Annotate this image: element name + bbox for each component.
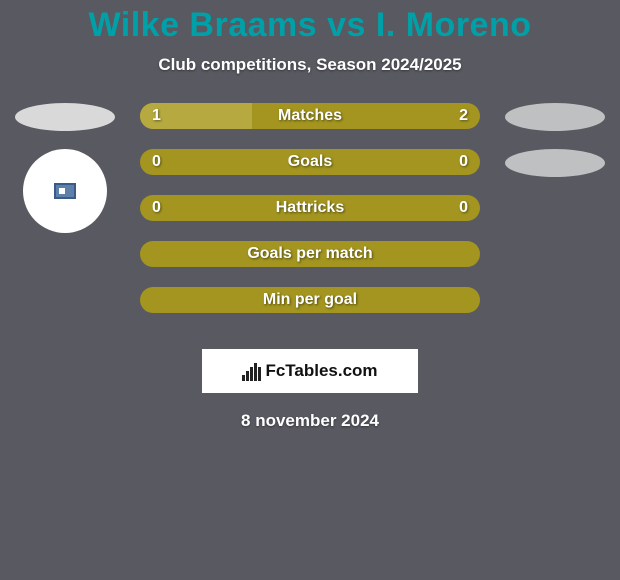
date-label: 8 november 2024	[0, 411, 620, 431]
stat-row: 00Goals	[140, 149, 480, 175]
player-left-col	[10, 103, 120, 249]
stat-label: Min per goal	[140, 291, 480, 309]
stat-label: Hattricks	[140, 199, 480, 217]
player-right-badge-2	[505, 149, 605, 177]
player-left-badge	[15, 103, 115, 131]
player-left-silhouette	[15, 149, 115, 249]
content-area: 12Matches 00Goals 00Hattricks Goals per mat…	[0, 103, 620, 343]
stat-label: Goals per match	[140, 245, 480, 263]
stat-label: Goals	[140, 153, 480, 171]
comparison-card: Wilke Braams vs I. Moreno Club competiti…	[0, 0, 620, 440]
player-right-col	[500, 103, 610, 195]
page-title: Wilke Braams vs I. Moreno	[0, 0, 620, 45]
stat-row: 12Matches	[140, 103, 480, 129]
stat-row: 00Hattricks	[140, 195, 480, 221]
player-right-badge-1	[505, 103, 605, 131]
stat-bars: 12Matches 00Goals 00Hattricks Goals per mat…	[140, 103, 480, 333]
stat-row: Goals per match	[140, 241, 480, 267]
brand-box: FcTables.com	[202, 349, 418, 393]
brand-icon	[242, 361, 261, 381]
stat-row: Min per goal	[140, 287, 480, 313]
subtitle: Club competitions, Season 2024/2025	[0, 55, 620, 75]
brand-text: FcTables.com	[265, 361, 377, 381]
stat-label: Matches	[140, 107, 480, 125]
